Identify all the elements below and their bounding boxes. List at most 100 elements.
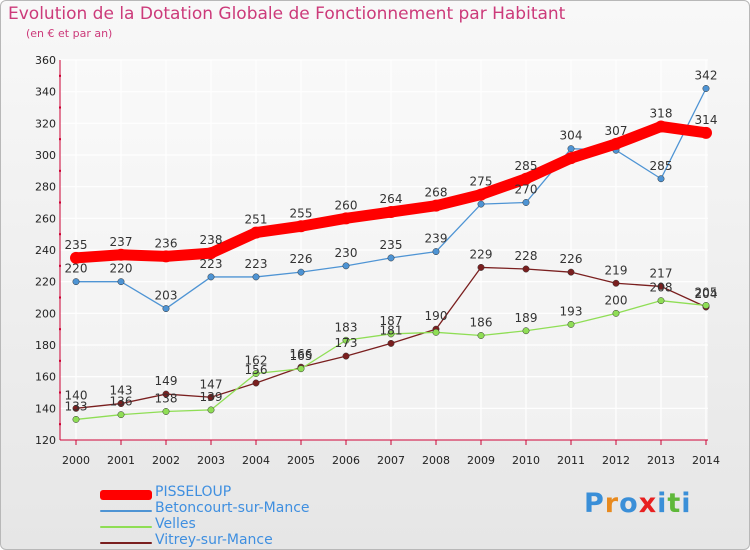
data-label: 181 bbox=[380, 323, 403, 337]
x-tick-label: 2007 bbox=[377, 454, 405, 467]
y-tick-label: 340 bbox=[35, 86, 56, 99]
data-point-velles bbox=[657, 297, 665, 305]
y-tick-label: 360 bbox=[35, 54, 56, 67]
legend-label: Betoncourt-sur-Mance bbox=[155, 500, 310, 516]
data-label: 173 bbox=[335, 336, 358, 350]
y-tick-label: 160 bbox=[35, 371, 56, 384]
data-point-betoncourt-sur-mance bbox=[477, 200, 485, 208]
y-tick-label: 180 bbox=[35, 339, 56, 352]
data-point-vitrey-sur-mance bbox=[567, 268, 575, 276]
data-point-pisseloup bbox=[700, 126, 712, 139]
data-label: 223 bbox=[245, 257, 268, 271]
data-point-betoncourt-sur-mance bbox=[72, 278, 80, 286]
data-label: 314 bbox=[695, 113, 718, 127]
y-tick-label: 300 bbox=[35, 149, 56, 162]
y-tick-label: 200 bbox=[35, 307, 56, 320]
data-label: 204 bbox=[695, 287, 718, 301]
data-label: 208 bbox=[650, 281, 673, 295]
data-label: 139 bbox=[200, 390, 223, 404]
data-label: 318 bbox=[650, 107, 673, 121]
data-label: 205 bbox=[695, 285, 718, 299]
data-label: 220 bbox=[65, 262, 88, 276]
y-tick-label: 140 bbox=[35, 402, 56, 415]
data-point-velles bbox=[522, 327, 530, 335]
data-label: 220 bbox=[110, 262, 133, 276]
legend-swatch bbox=[100, 510, 152, 512]
x-tick-label: 2006 bbox=[332, 454, 360, 467]
data-label: 239 bbox=[425, 232, 448, 246]
legend-label: PISSELOUP bbox=[155, 484, 232, 500]
data-label: 228 bbox=[515, 249, 538, 263]
data-label: 223 bbox=[200, 257, 223, 271]
x-tick-label: 2014 bbox=[692, 454, 720, 467]
x-tick-label: 2012 bbox=[602, 454, 630, 467]
data-label: 219 bbox=[605, 263, 628, 277]
data-label: 236 bbox=[155, 236, 178, 250]
data-point-velles bbox=[72, 415, 80, 423]
logo-letter: i bbox=[657, 488, 668, 519]
logo-letter: r bbox=[604, 488, 620, 519]
y-tick-label: 280 bbox=[35, 181, 56, 194]
data-point-pisseloup bbox=[250, 226, 262, 239]
data-point-betoncourt-sur-mance bbox=[432, 248, 440, 256]
x-tick-label: 2008 bbox=[422, 454, 450, 467]
data-label: 203 bbox=[155, 289, 178, 303]
data-point-velles bbox=[702, 301, 710, 309]
data-point-betoncourt-sur-mance bbox=[207, 273, 215, 281]
data-point-pisseloup bbox=[475, 188, 487, 201]
data-point-pisseloup bbox=[385, 206, 397, 218]
data-label: 136 bbox=[110, 395, 133, 409]
data-point-vitrey-sur-mance bbox=[252, 379, 260, 387]
x-tick-label: 2005 bbox=[287, 454, 315, 467]
data-point-velles bbox=[252, 370, 260, 377]
proxiti-logo: Proxiti bbox=[584, 488, 692, 519]
data-point-velles bbox=[432, 328, 440, 336]
legend-item-velles: Velles bbox=[100, 516, 420, 534]
data-point-pisseloup bbox=[340, 212, 352, 225]
data-label: 140 bbox=[65, 388, 88, 402]
data-label: 187 bbox=[380, 314, 403, 328]
legend-item-pisseloup: PISSELOUP bbox=[100, 484, 420, 502]
data-label: 183 bbox=[335, 320, 358, 334]
y-tick-label: 240 bbox=[35, 244, 56, 257]
data-label: 189 bbox=[515, 311, 538, 325]
data-labels: 140 143 149 147 156 166 173 181 190 229 228 226 219 2… bbox=[65, 69, 718, 414]
data-label: 285 bbox=[515, 159, 538, 173]
data-point-betoncourt-sur-mance bbox=[252, 273, 260, 281]
data-label: 149 bbox=[155, 374, 178, 388]
data-point-vitrey-sur-mance bbox=[522, 265, 530, 273]
data-label: 193 bbox=[560, 304, 583, 318]
data-point-pisseloup bbox=[205, 247, 217, 260]
data-point-pisseloup bbox=[565, 152, 577, 165]
data-point-betoncourt-sur-mance bbox=[522, 199, 530, 206]
data-point-velles bbox=[207, 406, 215, 414]
data-label: 307 bbox=[605, 124, 628, 138]
data-label: 342 bbox=[695, 69, 718, 83]
data-label: 268 bbox=[425, 186, 448, 200]
data-point-vitrey-sur-mance bbox=[657, 282, 665, 290]
data-point-vitrey-sur-mance bbox=[207, 393, 215, 401]
legend-swatch bbox=[100, 542, 152, 544]
data-label: 147 bbox=[200, 377, 223, 391]
data-label: 304 bbox=[560, 129, 583, 143]
data-label: 138 bbox=[155, 392, 178, 406]
data-label: 217 bbox=[650, 266, 673, 280]
data-point-velles bbox=[477, 332, 485, 339]
data-label: 133 bbox=[65, 399, 88, 413]
logo-letter: P bbox=[584, 488, 605, 519]
data-point-velles bbox=[117, 411, 125, 419]
data-point-pisseloup bbox=[295, 220, 307, 233]
series-layer bbox=[70, 85, 712, 423]
data-label: 200 bbox=[605, 293, 628, 307]
data-label: 270 bbox=[515, 183, 538, 197]
legend-label: Velles bbox=[155, 516, 196, 532]
data-point-pisseloup bbox=[430, 199, 442, 212]
data-label: 165 bbox=[290, 349, 313, 363]
data-point-pisseloup bbox=[520, 172, 532, 185]
data-point-velles bbox=[612, 309, 620, 317]
grid bbox=[60, 59, 708, 441]
data-point-betoncourt-sur-mance bbox=[567, 145, 575, 153]
data-label: 226 bbox=[560, 252, 583, 266]
data-point-pisseloup bbox=[160, 250, 172, 263]
x-tick-label: 2010 bbox=[512, 454, 540, 467]
